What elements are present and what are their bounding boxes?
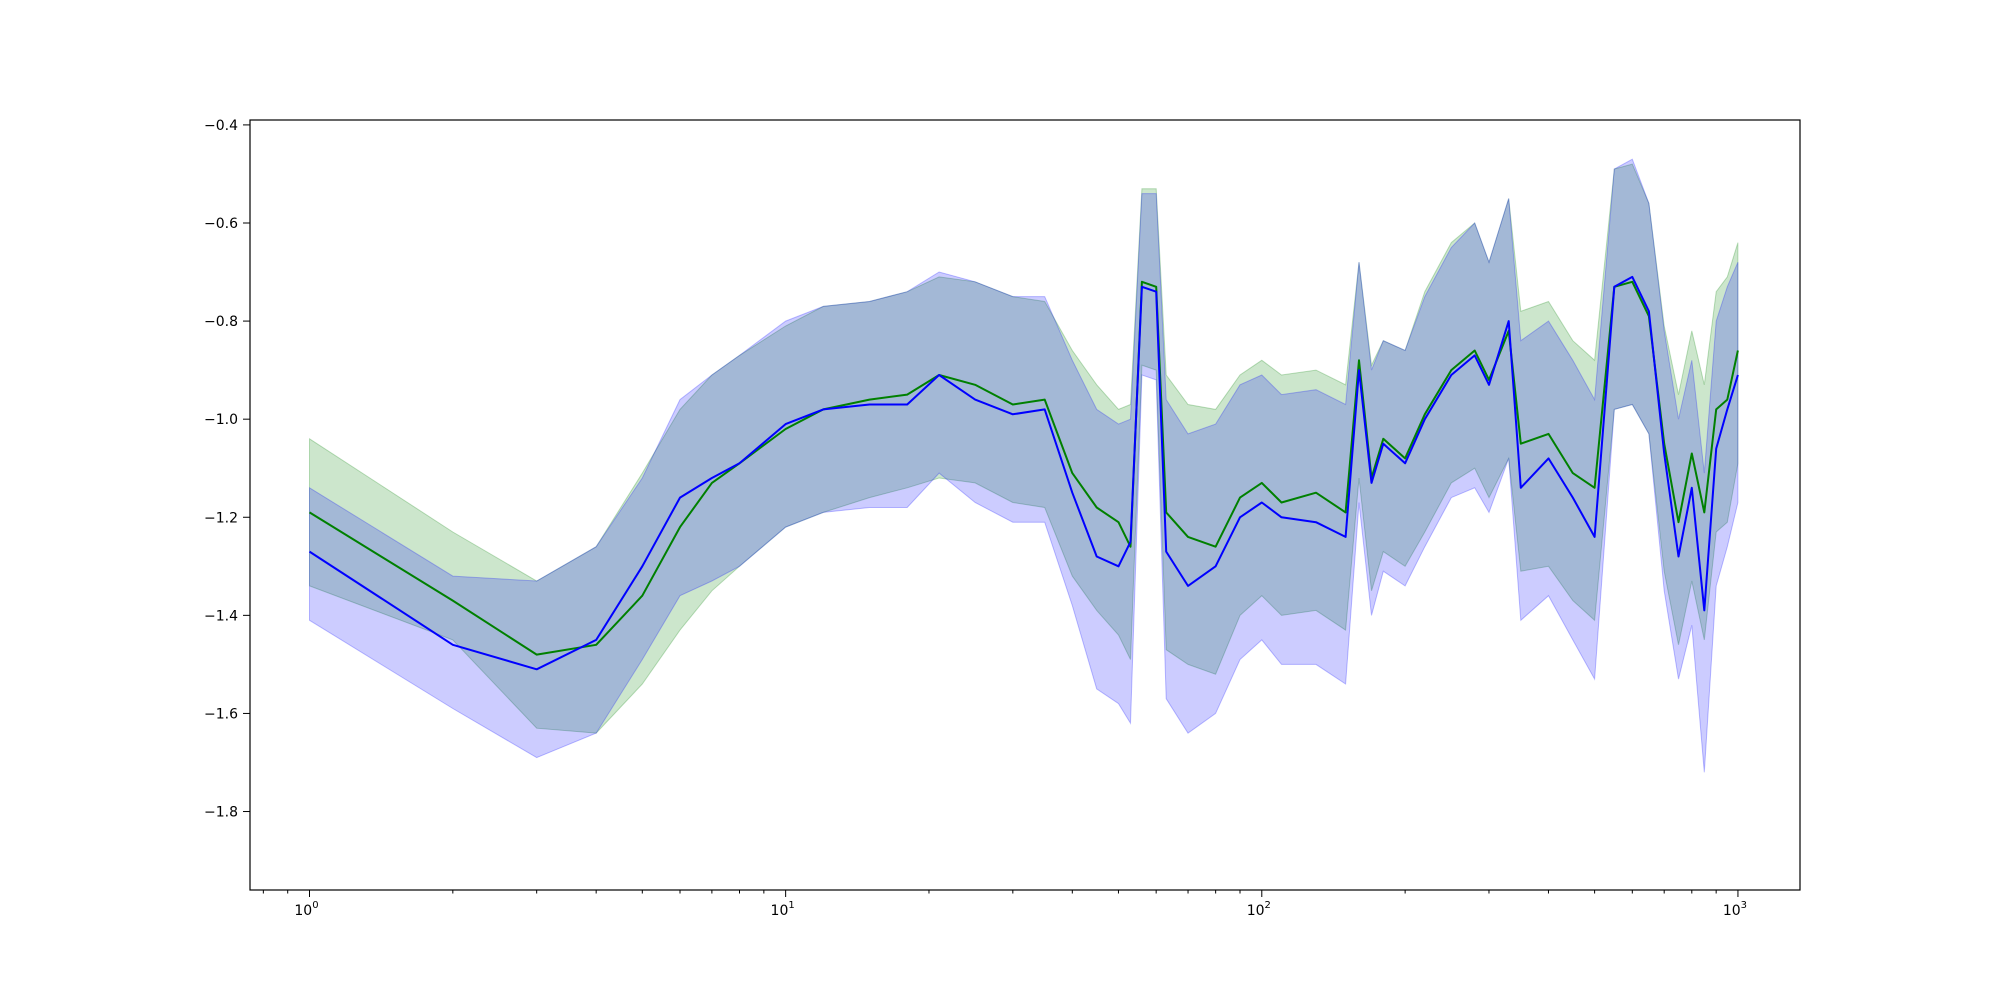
y-tick-label: −1.4 xyxy=(204,608,238,624)
series-1-band xyxy=(309,163,1739,734)
x-tick-label: 101 xyxy=(771,900,795,919)
x-tick-label: 102 xyxy=(1247,900,1271,919)
y-tick-label: −1.6 xyxy=(204,706,238,722)
plot-area xyxy=(308,158,1739,773)
series-1-line xyxy=(308,280,1739,656)
series-2-line xyxy=(308,275,1739,671)
y-tick-label: −0.6 xyxy=(204,216,238,232)
axes-frame xyxy=(249,119,1801,891)
y-axis: −1.8 −1.6 −1.4 −1.2 −1.0 −0.8 −0.6 −0.4 xyxy=(204,118,250,821)
series-2-band xyxy=(309,158,1739,773)
x-tick-label: 103 xyxy=(1723,900,1747,919)
y-tick-label: −0.8 xyxy=(204,314,238,330)
y-tick-label: −0.4 xyxy=(204,118,238,134)
y-tick-label: −1.8 xyxy=(204,805,238,821)
x-axis: 100 101 102 103 xyxy=(262,890,1747,919)
y-tick-label: −1.2 xyxy=(204,510,238,526)
x-tick-label: 100 xyxy=(294,900,318,919)
y-tick-label: −1.0 xyxy=(204,412,238,428)
